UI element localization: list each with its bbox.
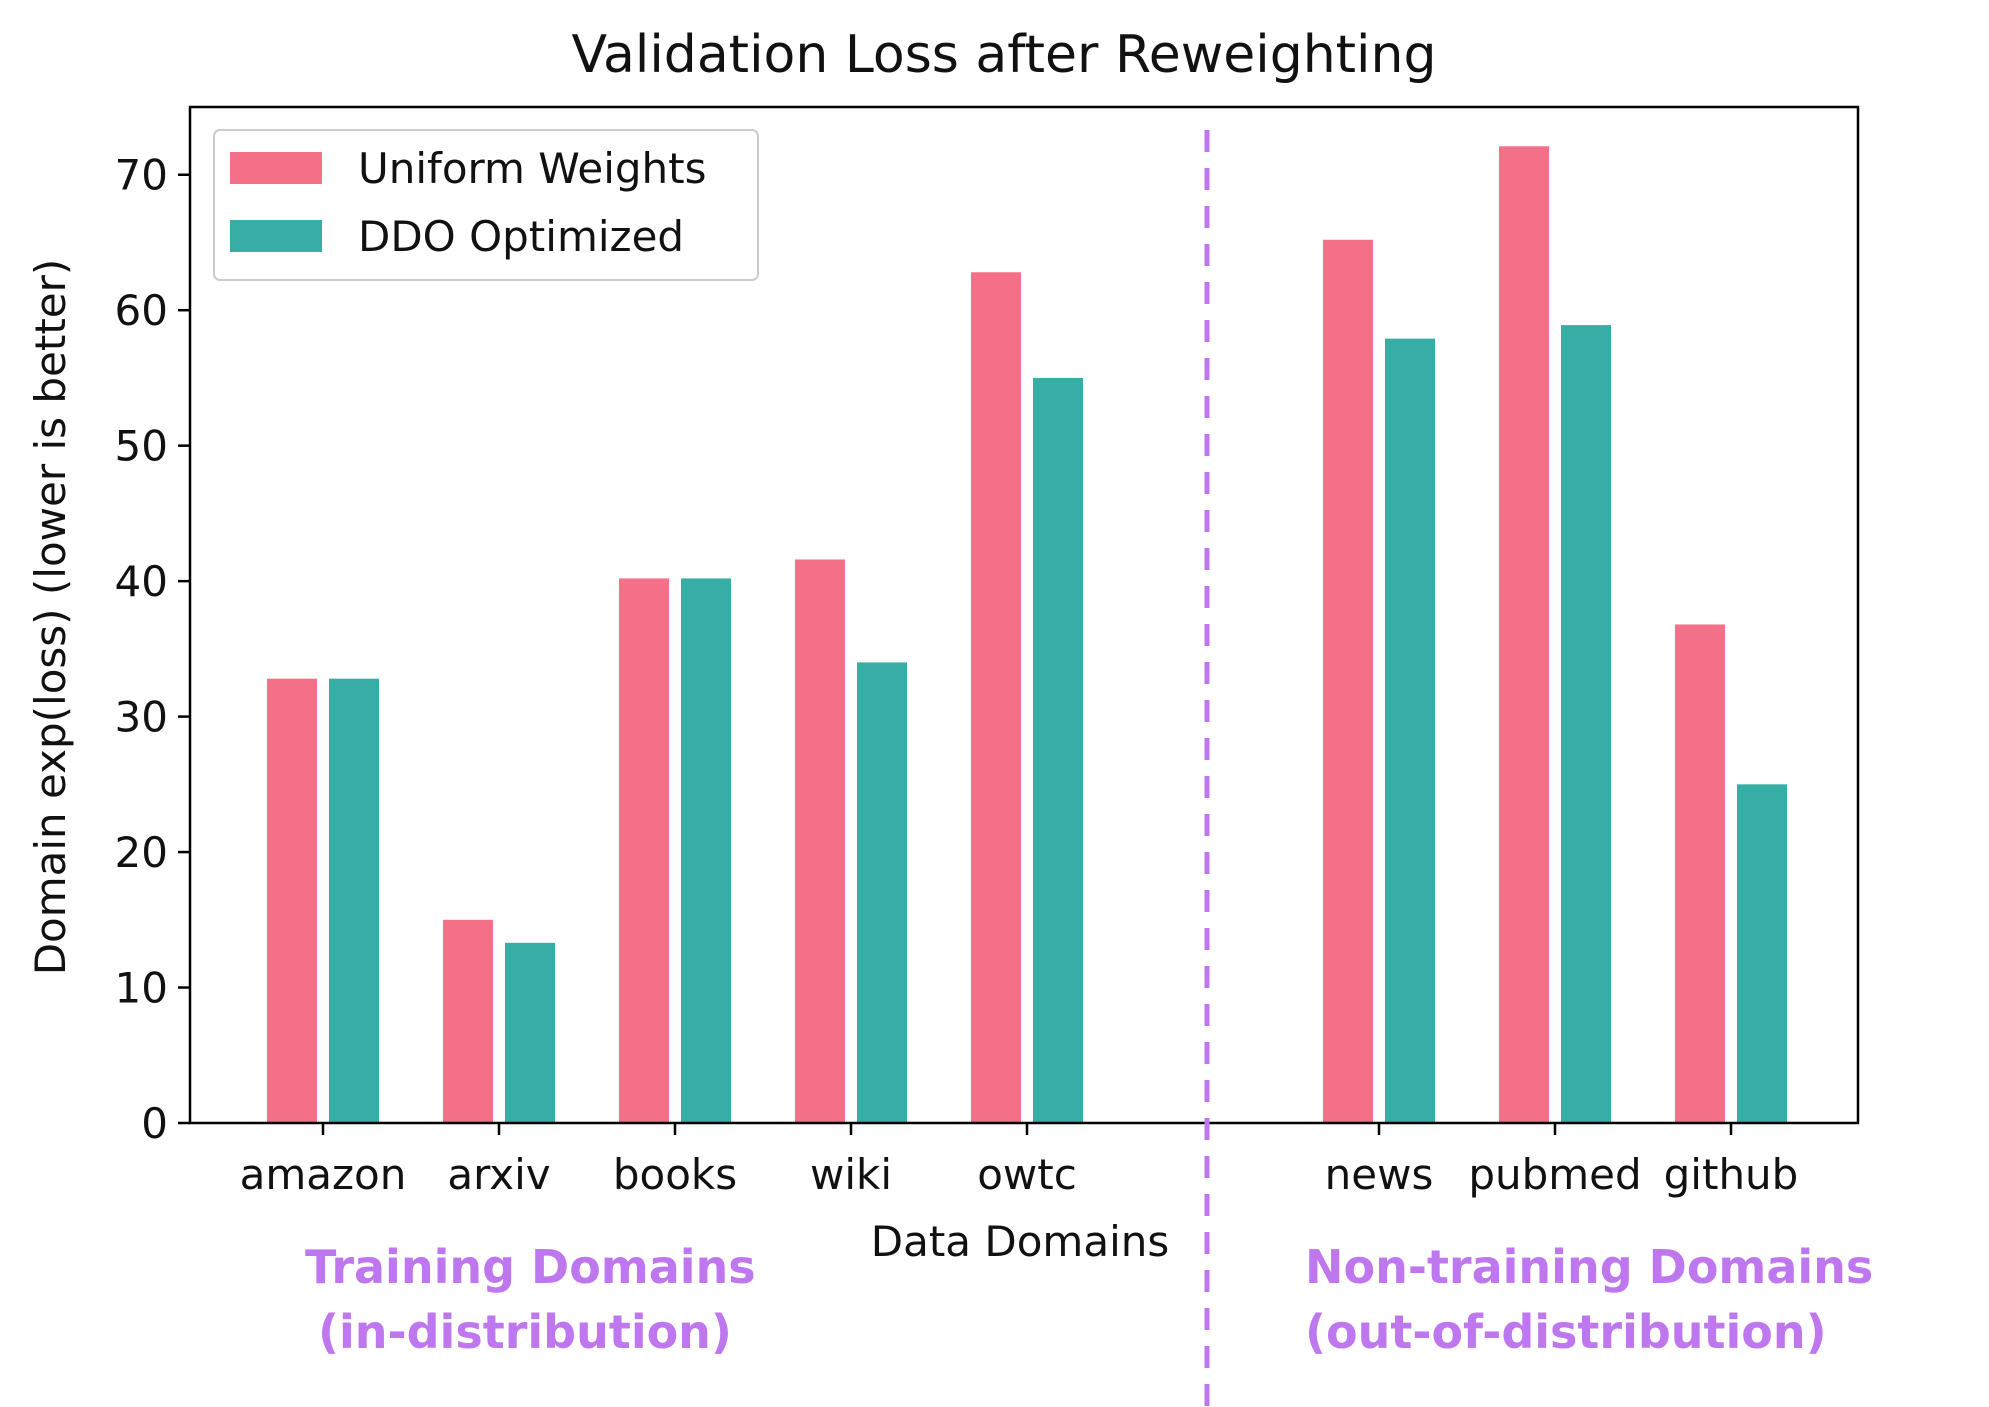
x-tick-label-owtc: owtc [977,1150,1077,1199]
y-tick-label: 10 [115,964,168,1013]
y-tick-label: 40 [115,557,168,606]
y-axis-label: Domain exp(loss) (lower is better) [26,259,75,976]
y-tick-label: 30 [115,693,168,742]
bar-uniform-arxiv [443,919,493,1123]
bar-ddo-amazon [329,678,379,1123]
legend: Uniform Weights DDO Optimized [213,129,759,281]
bar-ddo-books [681,578,731,1123]
plot-frame [188,105,1860,1125]
y-tick-label: 0 [141,1099,168,1148]
bar-uniform-books [619,578,669,1123]
annotation-non-training-line1: Non-training Domains [1305,1240,1873,1294]
bar-ddo-news [1385,338,1435,1123]
legend-box [213,129,759,281]
y-tick-label: 20 [115,828,168,877]
bar-ddo-arxiv [505,942,555,1123]
bar-ddo-pubmed [1561,325,1611,1123]
x-tick-label-wiki: wiki [810,1150,892,1199]
bar-uniform-github [1675,624,1725,1123]
bar-uniform-wiki [795,559,845,1123]
annotation-non-training-line2: (out-of-distribution) [1305,1305,1827,1359]
x-tick-label-news: news [1325,1150,1434,1199]
bar-uniform-pubmed [1499,146,1549,1123]
chart-title: Validation Loss after Reweighting [572,25,1437,85]
y-tick-label: 70 [115,151,168,200]
x-tick-label-books: books [613,1150,737,1199]
bar-ddo-wiki [857,662,907,1123]
bar-uniform-news [1323,239,1373,1124]
annotation-non-training: Non-training Domains (out-of-distributio… [1305,1240,1873,1359]
annotation-training-line1: Training Domains [305,1240,756,1294]
bar-uniform-amazon [267,678,317,1123]
x-axis-label: Data Domains [871,1217,1170,1266]
x-tick-label-github: github [1664,1150,1799,1199]
annotation-training-line2: (in-distribution) [318,1305,732,1359]
y-tick-label: 50 [115,422,168,471]
annotation-training: Training Domains (in-distribution) [305,1240,756,1359]
x-tick-label-arxiv: arxiv [447,1150,550,1199]
legend-label-ddo: DDO Optimized [358,212,684,261]
x-axis-ticks: amazon arxiv books wiki owtc news pubmed github [240,1123,1799,1199]
legend-label-uniform: Uniform Weights [358,144,707,193]
bar-ddo-owtc [1033,377,1083,1123]
legend-swatch-ddo [230,220,322,252]
bar-uniform-owtc [971,272,1021,1123]
bar-ddo-github [1737,784,1787,1123]
legend-swatch-uniform [230,152,322,184]
bars-group [267,146,1787,1124]
y-tick-label: 60 [115,286,168,335]
x-tick-label-amazon: amazon [240,1150,407,1199]
x-tick-label-pubmed: pubmed [1468,1150,1641,1199]
y-axis-ticks: 0 10 20 30 40 50 60 70 [115,151,190,1148]
